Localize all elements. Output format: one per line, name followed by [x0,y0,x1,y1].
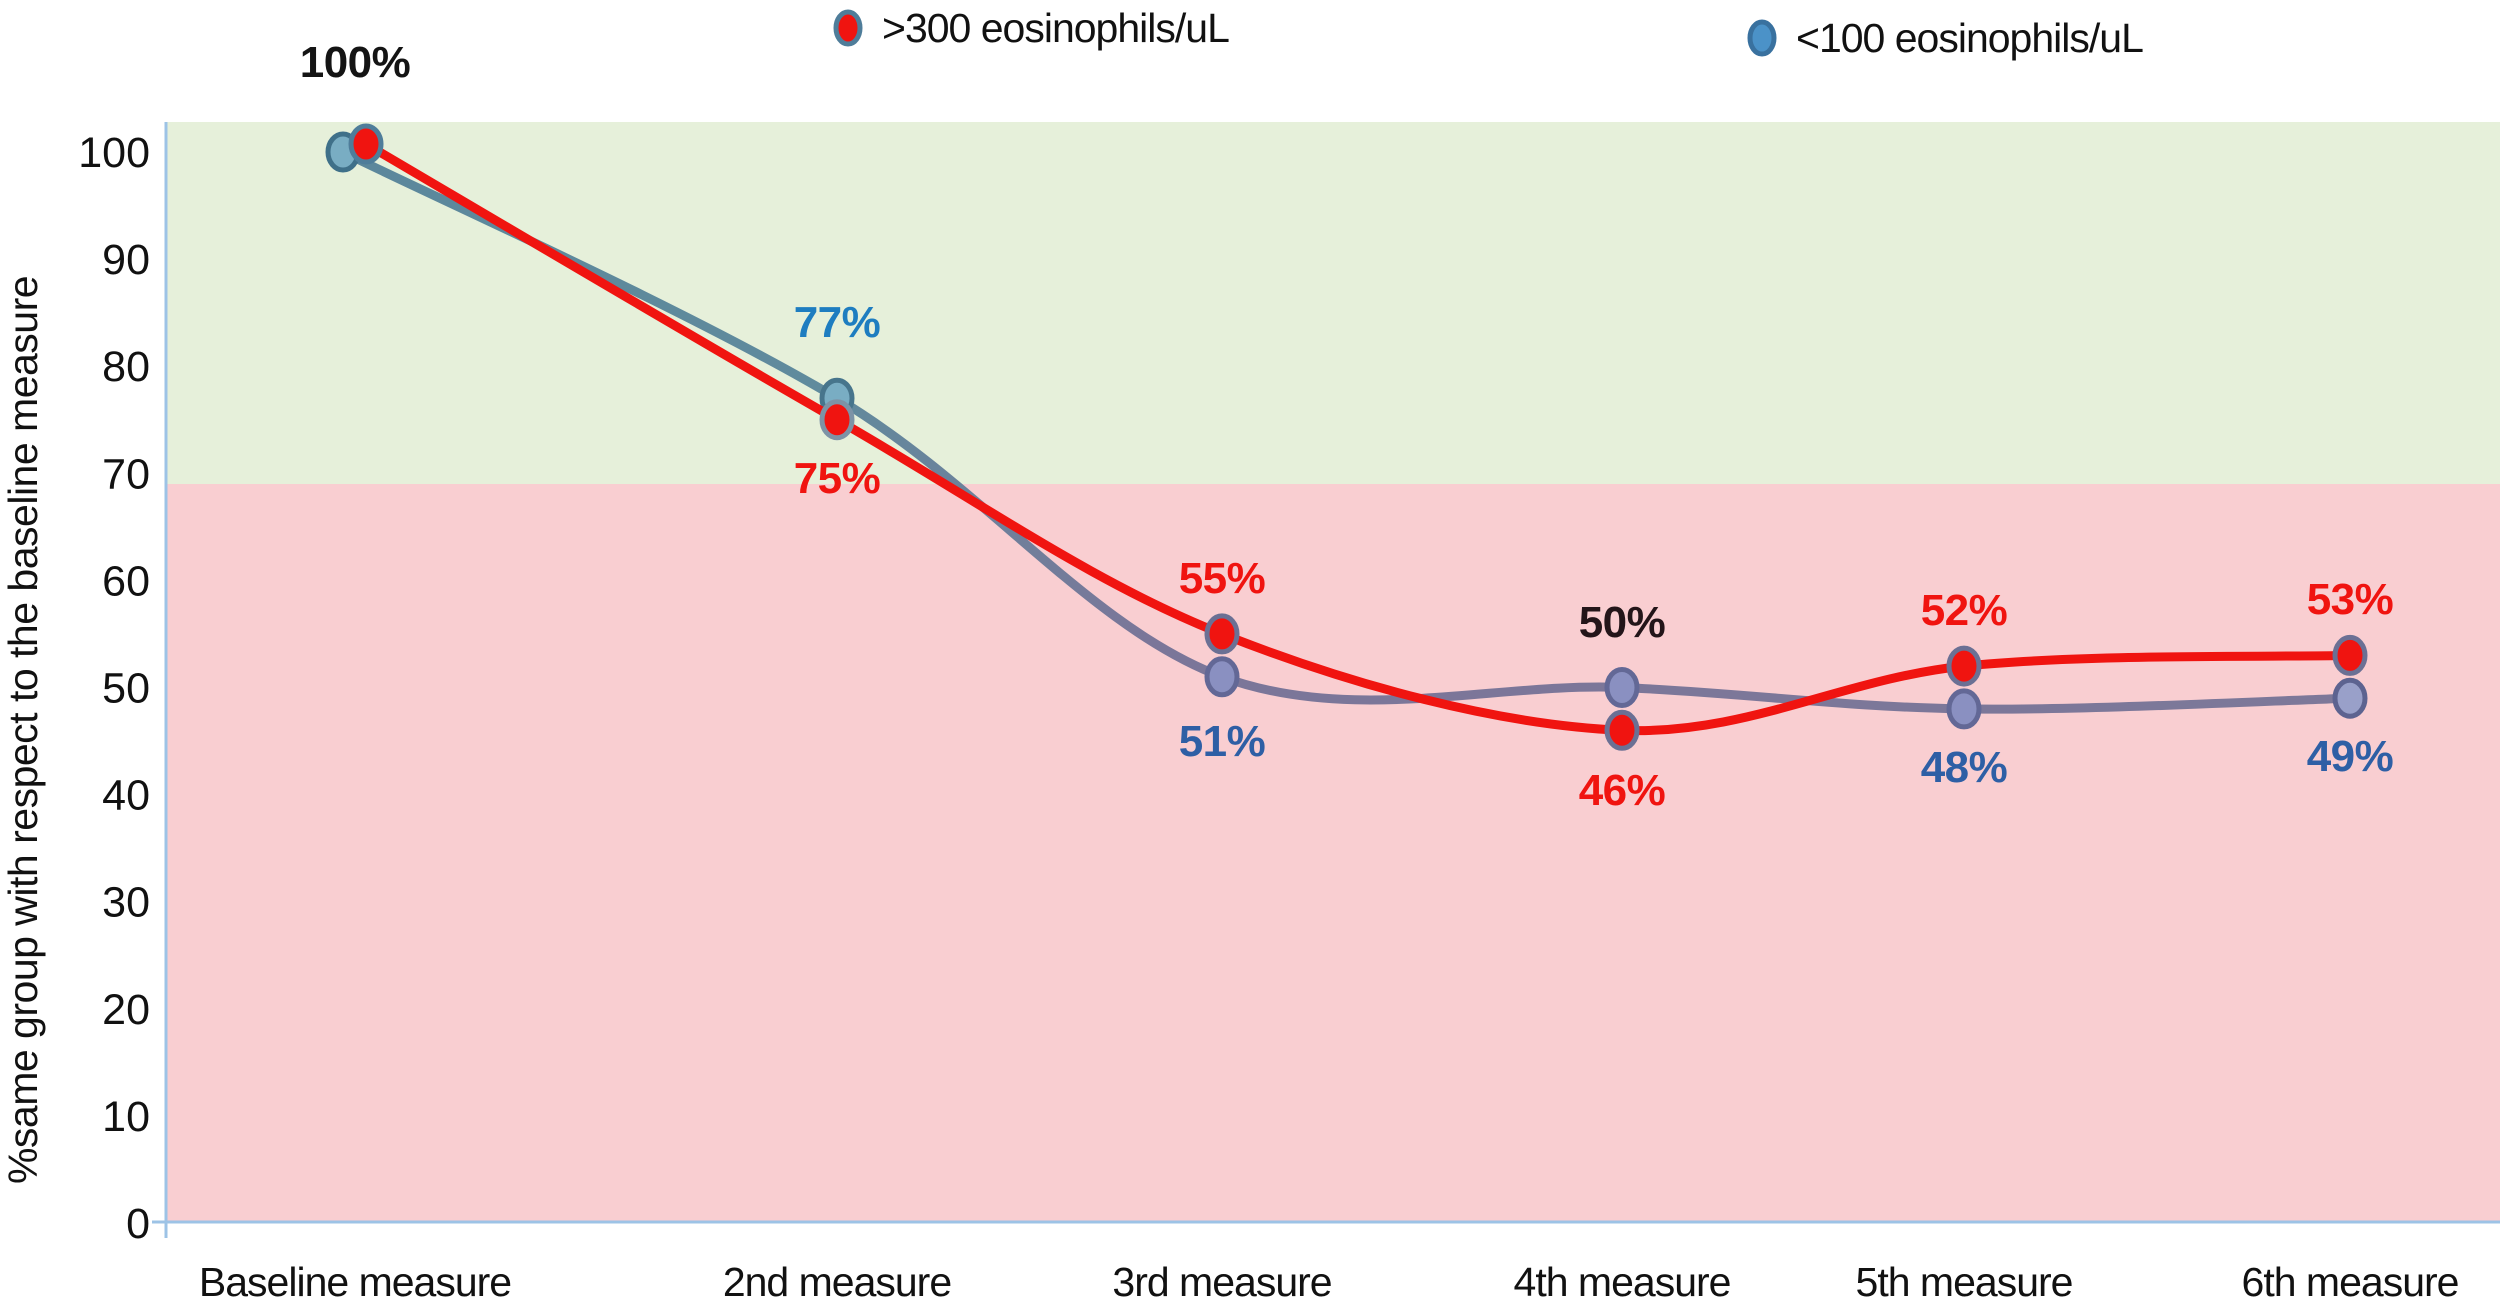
red-data-point-marker [819,399,855,441]
data-label: 100% [300,38,411,87]
red-data-point-marker [1946,645,1982,687]
y-tick-label: 90 [102,236,150,284]
red-data-point-marker [1204,613,1240,655]
legend-marker-icon [833,9,863,47]
blue-series-line [338,147,2355,714]
data-label: 75% [794,454,881,503]
lower-pink-zone-band [166,484,2500,1223]
legend-item: <100 eosinophils/uL [1747,15,2144,61]
upper-green-zone-band [166,122,2500,485]
y-axis-title: %same group with respect to the baseline… [0,276,46,1184]
red-data-point-marker [1604,709,1640,751]
data-labels: 75% 55% 46% 52% 53% 77% 51% 50% 48% 49% 100% [300,38,2394,815]
blue-data-point-marker [2332,677,2368,719]
y-tick-label: 20 [102,986,150,1034]
data-label: 49% [2307,732,2394,781]
red-series-line [361,139,2355,736]
y-tick-label: 40 [102,772,150,820]
y-tick-label: 70 [102,450,150,498]
x-axis-category-labels: Baseline measure 2nd measure 3rd measure 4t… [199,1259,2460,1303]
x-category-label: 6th measure [2242,1259,2459,1303]
data-label: 51% [1179,717,1266,766]
blue-data-point-marker [1946,688,1982,730]
x-category-label: 3rd measure [1112,1259,1331,1303]
red-data-point-marker [2332,634,2368,676]
legend-marker-icon [1747,19,1777,57]
y-tick-label: 100 [78,129,150,177]
data-label: 77% [794,298,881,347]
data-label: 48% [1921,743,2008,792]
x-category-label: Baseline measure [199,1259,511,1303]
y-axis-tick-labels: 0 10 20 30 40 50 60 70 80 90 100 [78,129,150,1248]
y-tick-label: 10 [102,1093,150,1141]
y-tick-label: 60 [102,557,150,605]
data-label: 46% [1579,766,1666,815]
axes [152,122,2500,1238]
blue-data-point-marker [1604,667,1640,708]
blue-data-point-marker [1204,656,1240,698]
red-data-point-marker [348,123,384,165]
legend: >300 eosinophils/uL <100 eosinophils/uL [833,5,2144,61]
legend-item: >300 eosinophils/uL [833,5,1230,51]
data-label: 50% [1579,598,1666,647]
legend-label: >300 eosinophils/uL [882,5,1229,51]
legend-label: <100 eosinophils/uL [1796,15,2143,61]
y-tick-label: 0 [126,1200,150,1248]
y-tick-label: 80 [102,343,150,391]
x-category-label: 5th measure [1856,1259,2073,1303]
data-label: 55% [1179,554,1266,603]
y-tick-label: 30 [102,879,150,927]
data-label: 52% [1921,586,2008,635]
x-category-label: 4th measure [1514,1259,1731,1303]
y-tick-label: 50 [102,665,150,713]
data-label: 53% [2307,575,2394,624]
x-category-label: 2nd measure [723,1259,951,1303]
